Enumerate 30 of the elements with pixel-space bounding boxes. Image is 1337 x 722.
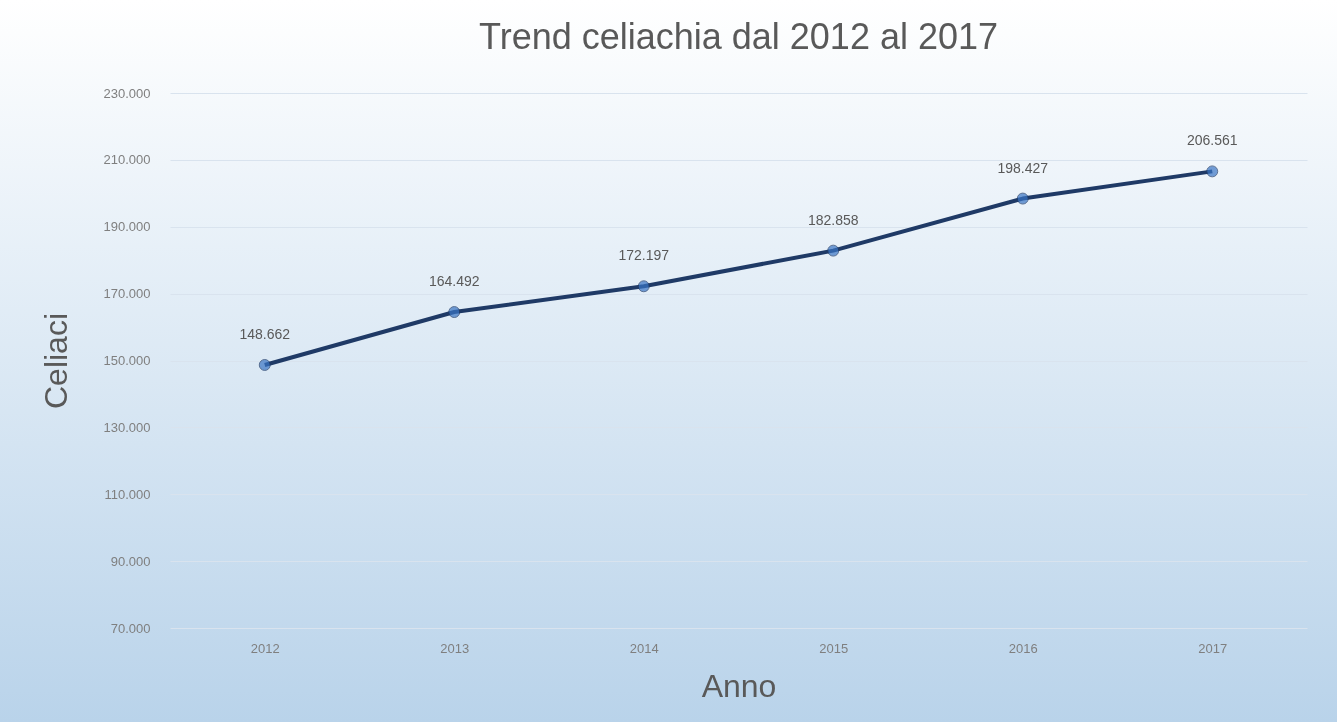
x-axis-title: Anno: [701, 667, 777, 704]
x-tick-label: 2012: [250, 640, 280, 656]
point: [448, 306, 461, 319]
y-tick-label: 150.000: [103, 353, 151, 368]
data-label: 172.197: [618, 247, 670, 264]
point: [637, 280, 650, 293]
point: [1206, 165, 1219, 178]
y-tick-label: 90.000: [110, 553, 151, 569]
y-tick-label: 130.000: [103, 419, 151, 435]
point: [258, 359, 271, 371]
data-label: 164.492: [428, 273, 480, 290]
y-tick-label: 190.000: [103, 219, 151, 235]
data-label: 182.858: [807, 211, 859, 228]
chart-title: Trend celiachia dal 2012 al 2017: [478, 16, 999, 57]
data-label: 148.662: [239, 325, 291, 342]
y-tick-label: 70.000: [110, 620, 151, 636]
x-tick-label: 2013: [440, 640, 470, 656]
point: [1016, 192, 1029, 205]
data-label: 198.427: [997, 159, 1049, 176]
y-tick-label: 170.000: [103, 286, 151, 302]
y-tick-label: 230.000: [103, 85, 151, 101]
y-tick-label: 110.000: [104, 486, 151, 502]
x-tick-label: 2016: [1008, 640, 1038, 656]
x-tick-label: 2017: [1198, 640, 1228, 656]
y-tick-label: 210.000: [103, 152, 151, 168]
y-axis-title: Celiaci: [37, 312, 74, 410]
x-tick-label: 2014: [629, 640, 659, 656]
x-tick-label: 2015: [819, 640, 849, 656]
point: [827, 244, 840, 257]
data-label: 206.561: [1186, 132, 1238, 149]
